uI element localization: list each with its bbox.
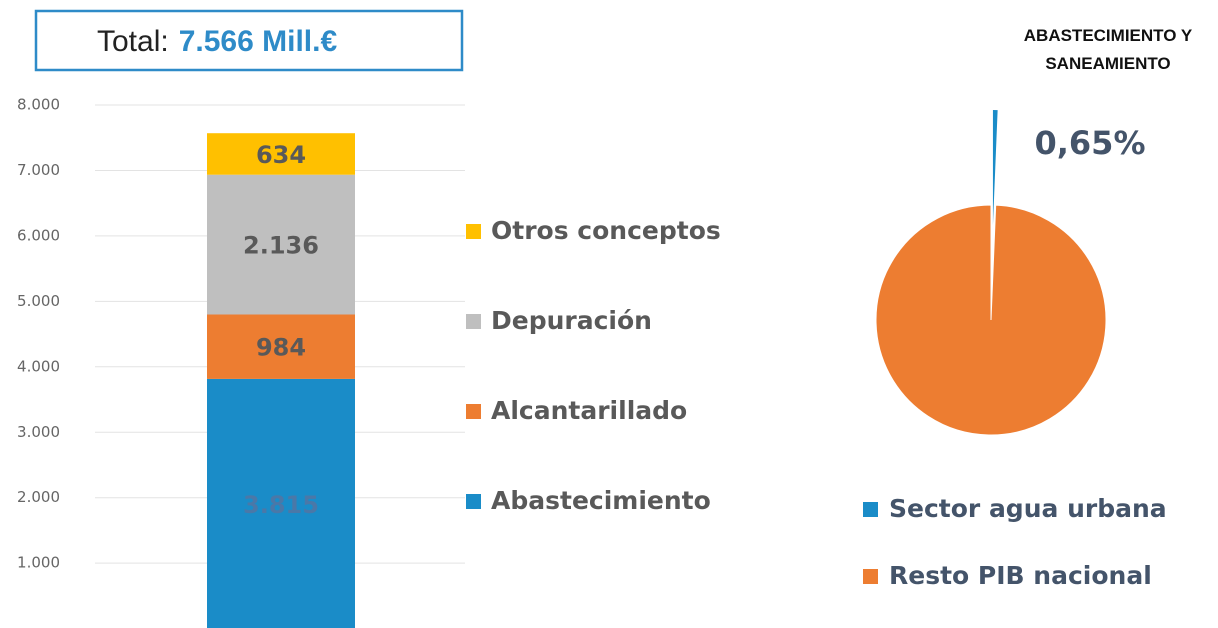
title-box — [34, 9, 464, 72]
legend-swatch — [466, 494, 481, 509]
data-label: 984 — [256, 334, 306, 362]
chart-subtitle: 7.566 Mill.€ — [179, 25, 338, 58]
legend-swatch — [466, 314, 481, 329]
legend-swatch — [466, 404, 481, 419]
y-tick-label: 4.000 — [17, 357, 60, 375]
y-tick-label: 1.000 — [17, 554, 60, 572]
bar-segment — [207, 314, 355, 379]
legend-swatch — [863, 502, 878, 517]
legend-label: Otros conceptos — [491, 216, 721, 245]
pie-title: ABASTECIMIENTO Y SANEAMIENTO — [1023, 26, 1193, 73]
pie-slice — [992, 110, 998, 226]
pie-slice — [875, 204, 1107, 436]
y-tick-label: 2.000 — [17, 488, 60, 506]
legend-label: Resto PIB nacional — [889, 561, 1152, 590]
legend-label: Sector agua urbana — [889, 494, 1167, 523]
y-tick-label: 5.000 — [17, 292, 60, 310]
bar-segment — [207, 378, 355, 628]
y-tick-label: 6.000 — [17, 226, 60, 244]
data-label: 2.136 — [243, 232, 319, 260]
y-tick-label: 8.000 — [17, 96, 60, 114]
data-label: 0,65% — [1034, 124, 1145, 162]
y-tick-label: 7.000 — [17, 161, 60, 179]
legend-label: Alcantarillado — [491, 396, 687, 425]
data-label: 3.815 — [243, 491, 319, 519]
title-group: Total: 7.566 Mill.€ — [97, 25, 337, 58]
bar-segment — [207, 133, 355, 175]
legend-swatch — [466, 224, 481, 239]
legend-label: Abastecimiento — [491, 486, 711, 515]
data-label: 634 — [256, 141, 306, 169]
bar-segment — [207, 174, 355, 315]
legend-label: Depuración — [491, 306, 652, 335]
y-tick-label: 3.000 — [17, 423, 60, 441]
legend-swatch — [863, 569, 878, 584]
chart-title: Total: — [97, 25, 169, 58]
